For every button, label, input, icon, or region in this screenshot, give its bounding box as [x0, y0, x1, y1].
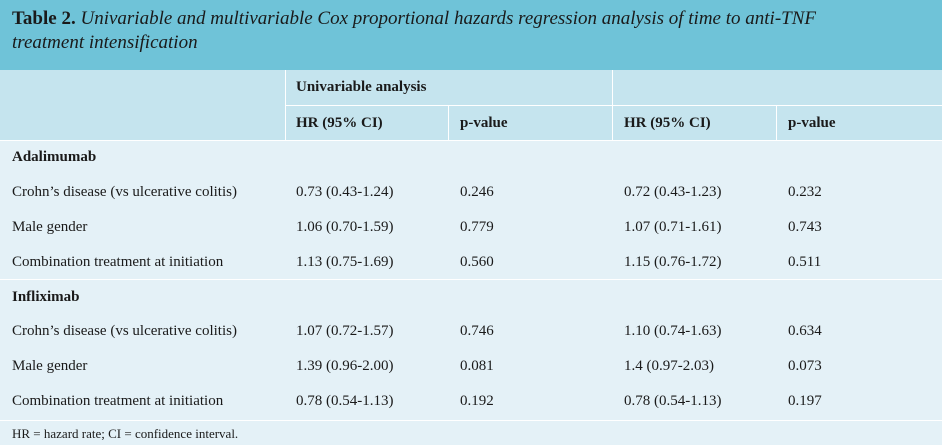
variable-cell: Crohn’s disease (vs ulcerative colitis) [12, 323, 237, 339]
p-univariable-cell: 0.081 [460, 358, 494, 374]
header-p-univariable: p-value [460, 115, 508, 131]
hr-multivariable-cell: 0.78 (0.54-1.13) [624, 393, 722, 409]
hr-multivariable-cell: 1.10 (0.74-1.63) [624, 323, 722, 339]
header-vline-1 [285, 70, 286, 140]
table-bottom-rule [0, 420, 942, 421]
header-bottom-rule [0, 140, 942, 141]
hr-univariable-cell: 0.73 (0.43-1.24) [296, 184, 394, 200]
variable-cell: Male gender [12, 358, 88, 374]
table-caption-line2: treatment intensification [12, 32, 198, 53]
hr-univariable-cell: 1.06 (0.70-1.59) [296, 219, 394, 235]
p-multivariable-cell: 0.197 [788, 393, 822, 409]
hr-multivariable-cell: 1.15 (0.76-1.72) [624, 254, 722, 270]
header-hr-univariable: HR (95% CI) [296, 115, 383, 131]
p-multivariable-cell: 0.743 [788, 219, 822, 235]
variable-cell: Male gender [12, 219, 88, 235]
variable-cell: Combination treatment at initiation [12, 254, 224, 270]
p-univariable-cell: 0.746 [460, 323, 494, 339]
header-hr-multivariable: HR (95% CI) [624, 115, 711, 131]
table-row: Male gender 1.06 (0.70-1.59) 0.779 1.07 … [0, 210, 942, 244]
table-footnote: HR = hazard rate; CI = confidence interv… [12, 426, 239, 441]
section-label: Adalimumab [12, 149, 97, 165]
section-header-row: Infliximab [0, 280, 942, 314]
table-row: Crohn’s disease (vs ulcerative colitis) … [0, 175, 942, 209]
header-p-multivariable: p-value [788, 115, 836, 131]
p-multivariable-cell: 0.511 [788, 254, 822, 270]
table-row: Male gender 1.39 (0.96-2.00) 0.081 1.4 (… [0, 349, 942, 383]
p-univariable-cell: 0.779 [460, 219, 494, 235]
table-row: Crohn’s disease (vs ulcerative colitis) … [0, 314, 942, 348]
hr-multivariable-cell: 1.4 (0.97-2.03) [624, 358, 714, 374]
hr-multivariable-cell: 1.07 (0.71-1.61) [624, 219, 722, 235]
variable-cell: Combination treatment at initiation [12, 393, 224, 409]
header-univariable: Univariable analysis [296, 79, 427, 95]
hr-univariable-cell: 1.39 (0.96-2.00) [296, 358, 394, 374]
hr-univariable-cell: 0.78 (0.54-1.13) [296, 393, 394, 409]
table-title: Table 2. Univariable and multivariable C… [0, 0, 942, 70]
p-multivariable-cell: 0.232 [788, 184, 822, 200]
p-univariable-cell: 0.192 [460, 393, 494, 409]
p-univariable-cell: 0.246 [460, 184, 494, 200]
hr-univariable-cell: 1.13 (0.75-1.69) [296, 254, 394, 270]
p-univariable-cell: 0.560 [460, 254, 494, 270]
p-multivariable-cell: 0.073 [788, 358, 822, 374]
p-multivariable-cell: 0.634 [788, 323, 822, 339]
header-vline-3 [448, 105, 449, 140]
table-row: Combination treatment at initiation 0.78… [0, 384, 942, 418]
hr-multivariable-cell: 0.72 (0.43-1.23) [624, 184, 722, 200]
table-row: Combination treatment at initiation 1.13… [0, 245, 942, 279]
header-divider [285, 105, 942, 106]
section-label: Infliximab [12, 289, 80, 305]
header-vline-4 [776, 105, 777, 140]
variable-cell: Crohn’s disease (vs ulcerative colitis) [12, 184, 237, 200]
table-number: Table 2. [12, 8, 76, 29]
section-header-row: Adalimumab [0, 140, 942, 174]
section-divider [0, 279, 942, 280]
hr-univariable-cell: 1.07 (0.72-1.57) [296, 323, 394, 339]
header-vline-2 [612, 70, 613, 140]
table-caption: Univariable and multivariable Cox propor… [80, 8, 817, 29]
